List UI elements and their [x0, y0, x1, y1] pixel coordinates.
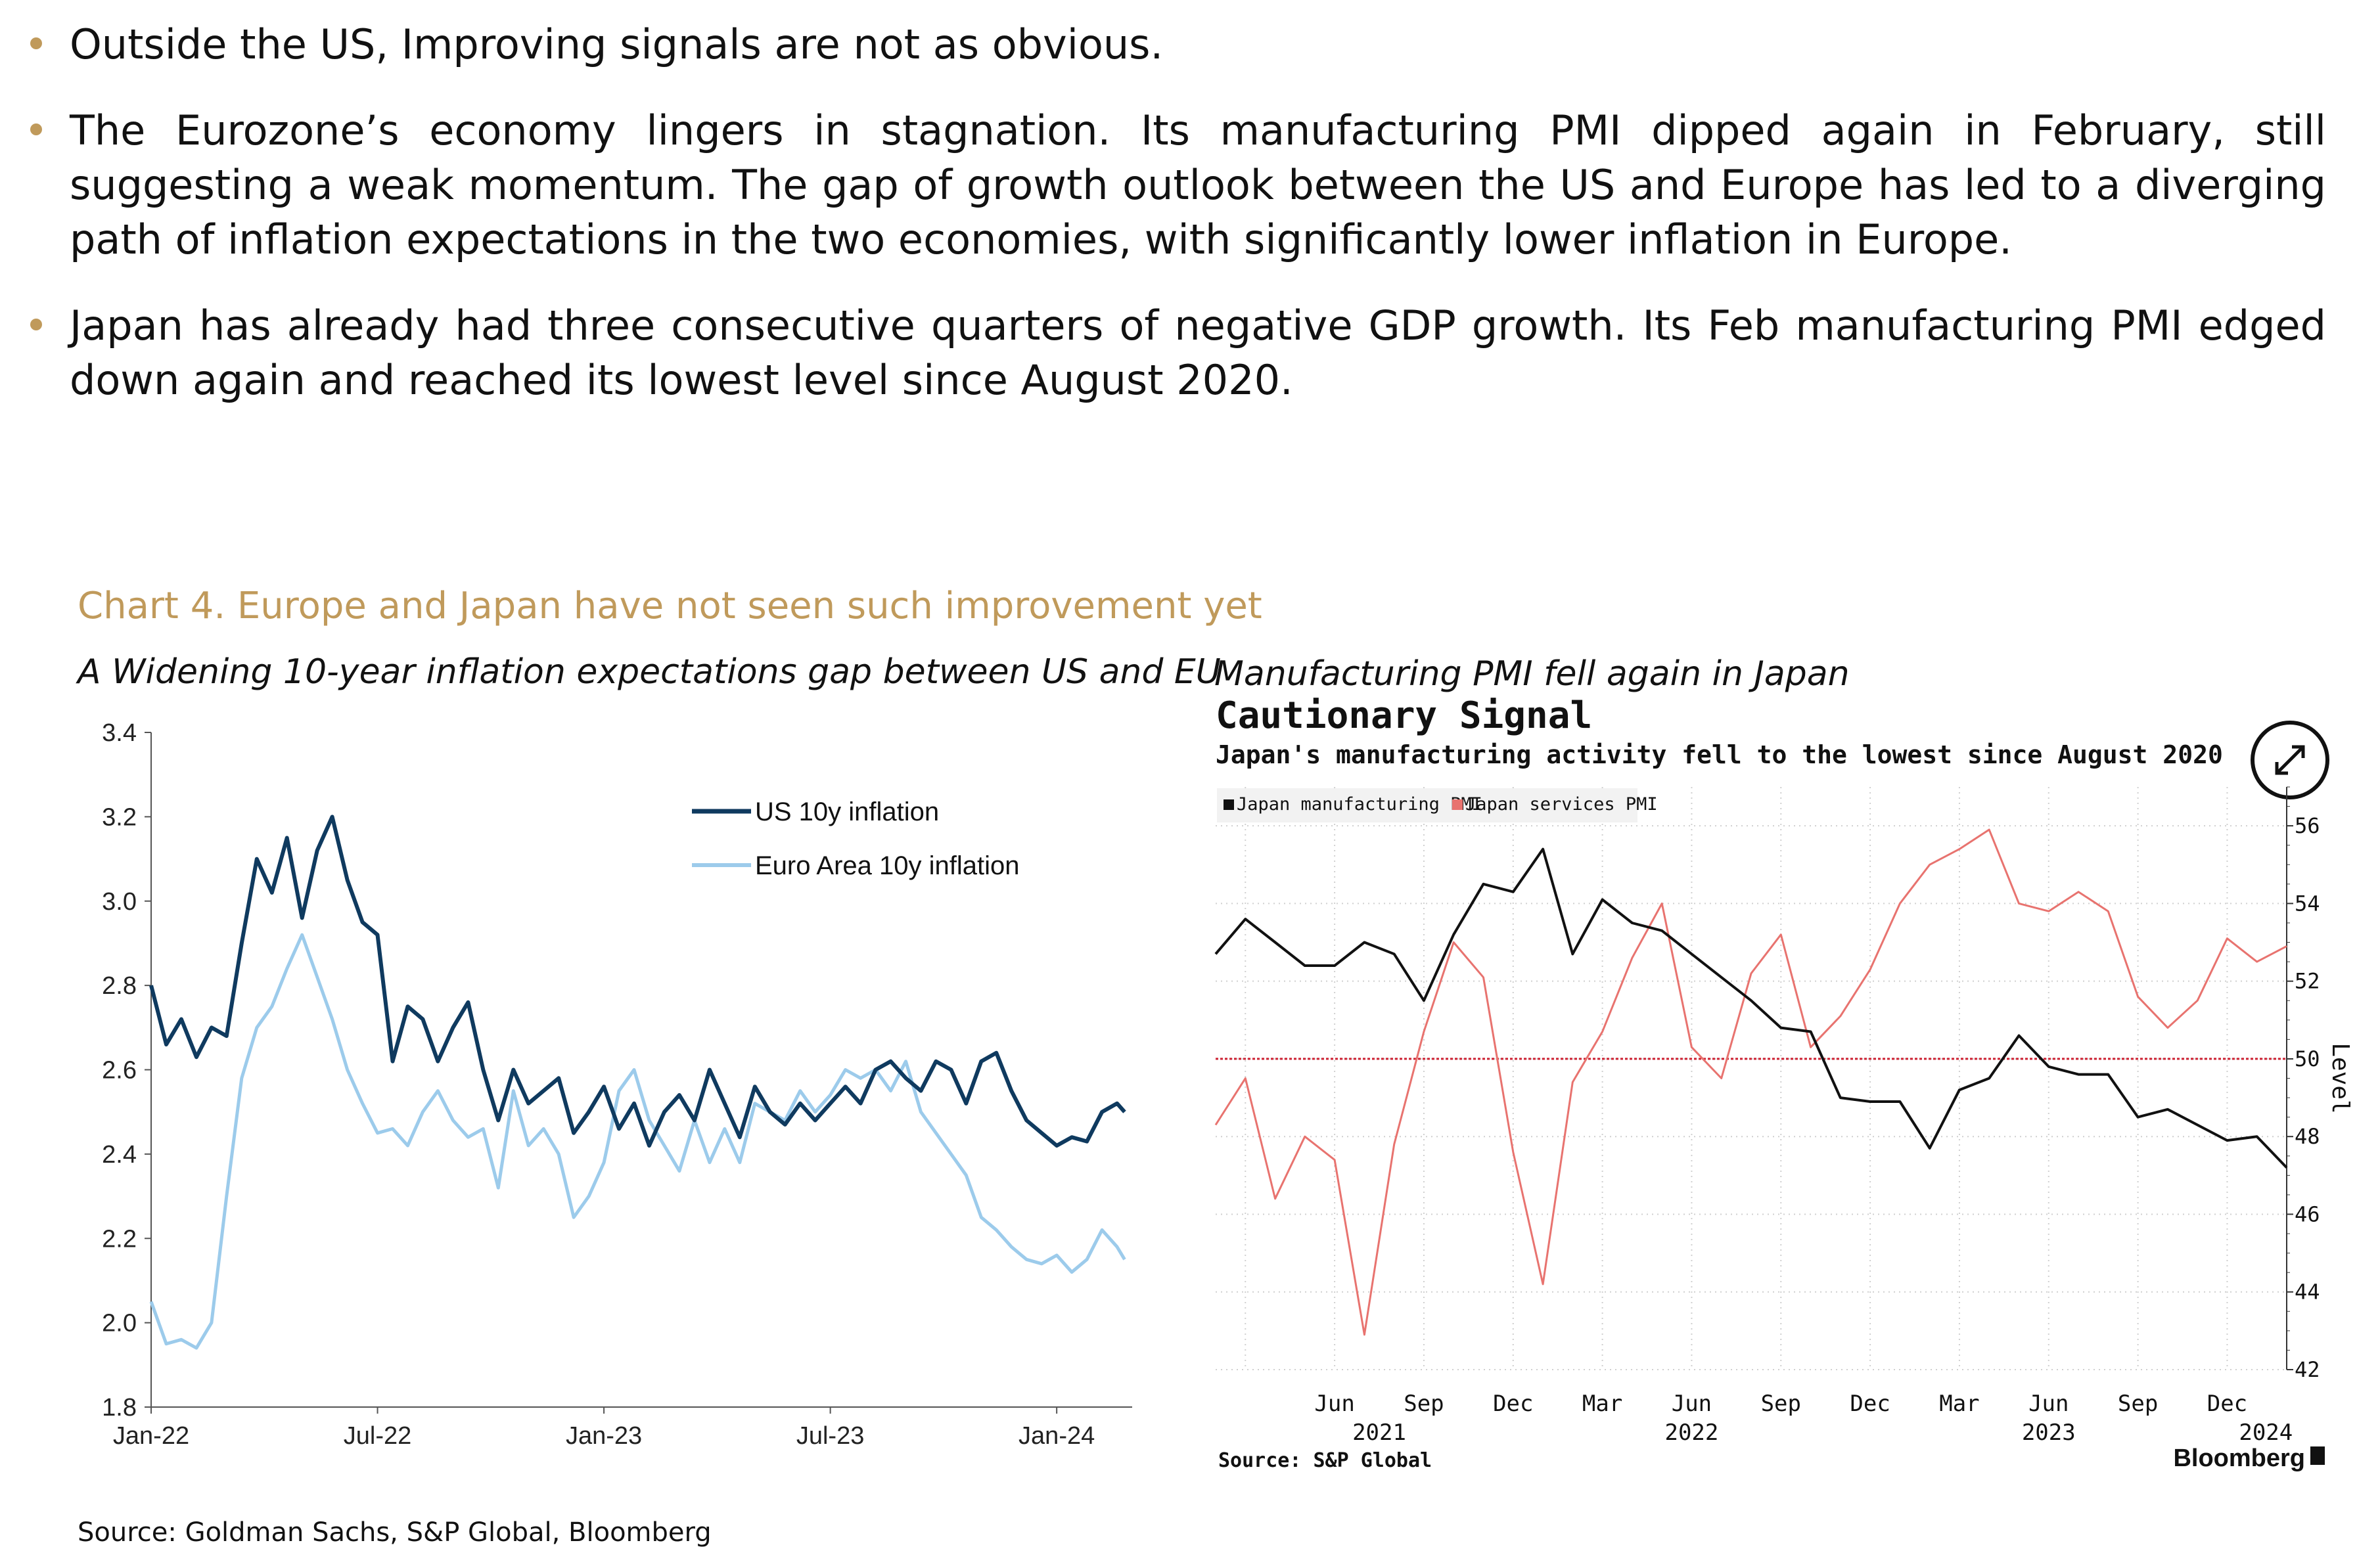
pmi-chart-subtitle: Japan's manufacturing activity fell to t… — [1216, 740, 2223, 769]
x-tick-label: Jan-24 — [1018, 1422, 1095, 1450]
x-tick-label: Jun — [1314, 1391, 1354, 1417]
japan-services-pmi-line — [1214, 828, 2287, 1336]
right-chart-subtitle: Manufacturing PMI fell again in Japan — [1214, 654, 1850, 694]
y-tick-label: 2.6 — [102, 1057, 137, 1085]
inflation-expectations-chart: 1.8 2.0 2.2 2.4 2.6 2.8 3.0 3.2 3.4 Jan-22 Jul-22 J… — [102, 719, 1132, 1450]
left-chart-subtitle: A Widening 10-year inflation expectation… — [78, 652, 1221, 692]
bullet-item: Outside the US, Improving signals are no… — [26, 17, 2326, 72]
x-tick-label: Jan-23 — [566, 1422, 642, 1450]
chart-title: Chart 4. Europe and Japan have not seen … — [78, 585, 1262, 627]
y-tick-label: 3.4 — [102, 719, 137, 747]
x-tick-label: Dec — [1493, 1391, 1533, 1417]
bullet-dot-icon — [30, 37, 42, 49]
x-tick-label: Jun — [1672, 1391, 1712, 1417]
y-tick-label: 46 — [2295, 1201, 2320, 1226]
x-tick-label: Mar — [1582, 1391, 1622, 1417]
y-tick-label: 2.8 — [102, 972, 137, 1000]
bullet-list: Outside the US, Improving signals are no… — [26, 17, 2326, 439]
y-axis-label: Level — [2327, 1042, 2352, 1113]
us-10y-inflation-line — [149, 815, 1126, 1148]
bullet-dot-icon — [30, 319, 42, 330]
bullet-text: Japan has already had three consecutive … — [70, 302, 2326, 404]
legend-label-eu: Euro Area 10y inflation — [755, 851, 1019, 880]
bullet-text: The Eurozone’s economy lingers in stagna… — [70, 106, 2326, 263]
legend-label-us: US 10y inflation — [755, 797, 939, 826]
y-tick-label: 2.0 — [102, 1310, 137, 1337]
y-tick-label: 3.0 — [102, 888, 137, 916]
x-tick-label: Dec — [1850, 1391, 1890, 1417]
y-tick-label: 44 — [2295, 1280, 2320, 1305]
x-year-label: 2022 — [1664, 1420, 1718, 1446]
x-tick-label: Dec — [2207, 1391, 2247, 1417]
x-tick-label: Sep — [1761, 1391, 1801, 1417]
legend-swatch-mfg — [1224, 799, 1234, 810]
bullet-text: Outside the US, Improving signals are no… — [70, 20, 1164, 68]
x-tick-label: Jan-22 — [113, 1422, 189, 1450]
y-tick-label: 3.2 — [102, 803, 137, 831]
y-tick-label: 2.2 — [102, 1225, 137, 1253]
y-tick-label: 52 — [2295, 969, 2320, 994]
x-tick-label: Sep — [2118, 1391, 2158, 1417]
x-year-label: 2021 — [1352, 1420, 1406, 1446]
legend-label-svc: Japan services PMI — [1465, 794, 1658, 815]
y-tick-label: 1.8 — [102, 1394, 137, 1422]
x-tick-label: Mar — [1939, 1391, 1979, 1417]
bloomberg-mark-icon — [2310, 1446, 2325, 1465]
expand-icon[interactable] — [2251, 721, 2329, 799]
y-tick-label: 50 — [2295, 1046, 2320, 1071]
y-tick-label: 42 — [2295, 1357, 2320, 1382]
x-tick-label: Jul-22 — [344, 1422, 412, 1450]
y-tick-label: 54 — [2295, 891, 2320, 916]
y-tick-label: 2.4 — [102, 1141, 137, 1169]
legend-label-mfg: Japan manufacturing PMI — [1237, 794, 1482, 815]
japan-pmi-chart: Cautionary Signal Japan's manufacturing … — [1214, 694, 2352, 1472]
source-note: Source: Goldman Sachs, S&P Global, Bloom… — [78, 1517, 712, 1548]
x-year-label: 2023 — [2022, 1420, 2076, 1446]
euro-area-10y-inflation-line — [149, 933, 1126, 1350]
x-tick-label: Jul-23 — [796, 1422, 865, 1450]
pmi-gridlines — [1216, 787, 2287, 1370]
bullet-dot-icon — [30, 123, 42, 135]
y-tick-label: 56 — [2295, 813, 2320, 838]
bullet-item: Japan has already had three consecutive … — [26, 298, 2326, 407]
pmi-chart-title: Cautionary Signal — [1216, 694, 1592, 737]
pmi-chart-source: Source: S&P Global — [1218, 1449, 1432, 1472]
x-tick-label: Jun — [2028, 1391, 2069, 1417]
legend-background — [1217, 788, 1637, 822]
japan-manufacturing-pmi-line — [1214, 847, 2288, 1169]
x-tick-label: Sep — [1404, 1391, 1444, 1417]
y-tick-label: 48 — [2295, 1124, 2320, 1149]
legend-swatch-svc — [1452, 799, 1463, 810]
bloomberg-logo: Bloomberg — [2173, 1445, 2305, 1472]
x-year-label: 2024 — [2239, 1420, 2293, 1446]
bullet-item: The Eurozone’s economy lingers in stagna… — [26, 103, 2326, 267]
